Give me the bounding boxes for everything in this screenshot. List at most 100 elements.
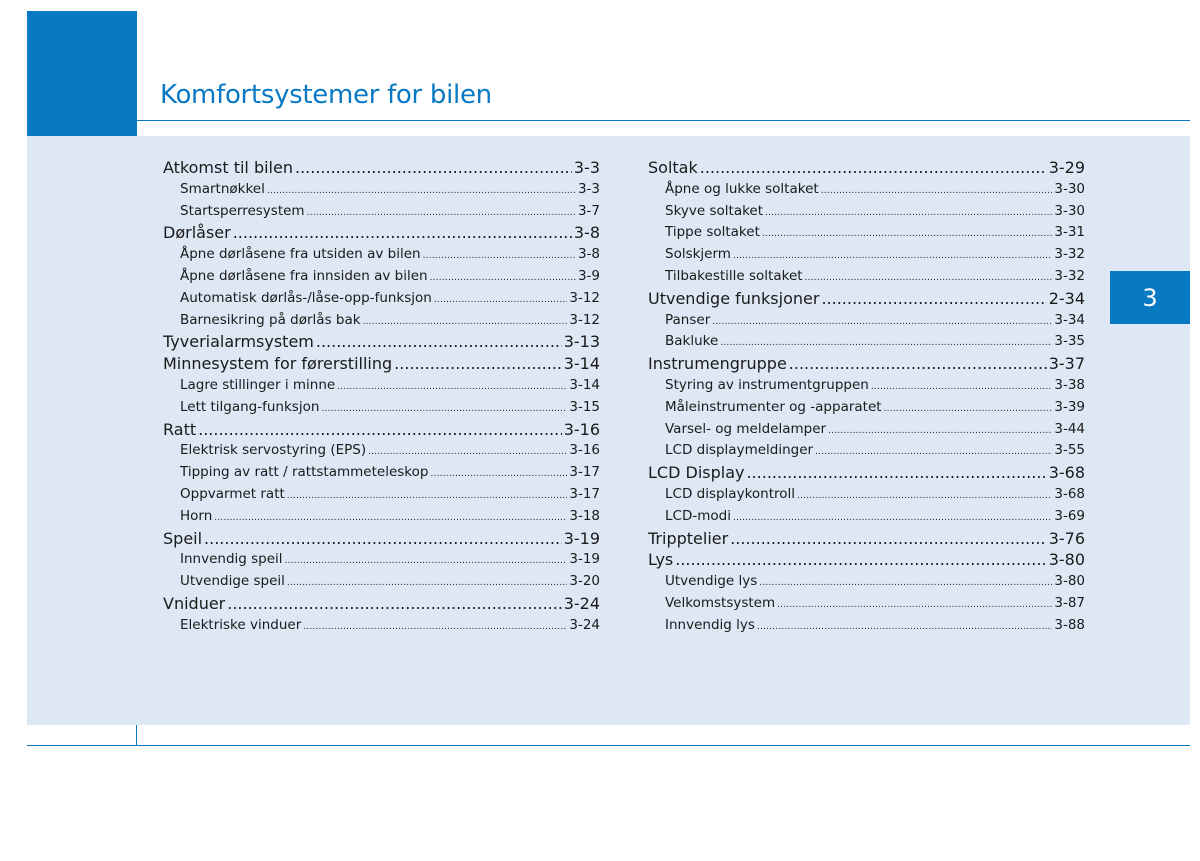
toc-subsection-entry[interactable]: Smartnøkkel 3-3 xyxy=(163,179,600,201)
toc-subsection-entry[interactable]: Tilbakestille soltaket 3-32 xyxy=(648,266,1085,288)
dot-leader xyxy=(303,617,567,637)
toc-entry-label: Måleinstrumenter og -apparatet xyxy=(665,398,882,415)
toc-page-number: 3-17 xyxy=(569,464,600,481)
toc-section-entry[interactable]: Instrumengruppe 3-37 xyxy=(648,353,1085,375)
toc-page-number: 3-80 xyxy=(1054,573,1085,590)
toc-entry-label: Startsperresystem xyxy=(180,202,305,219)
toc-section-entry[interactable]: Ratt 3-16 xyxy=(163,419,600,441)
dot-leader xyxy=(434,290,568,310)
toc-section-entry[interactable]: Minnesystem for førerstilling 3-14 xyxy=(163,353,600,375)
toc-entry-label: Barnesikring på dørlås bak xyxy=(180,311,361,328)
toc-page-number: 3-68 xyxy=(1048,463,1085,483)
dot-leader xyxy=(821,181,1053,201)
toc-entry-label: LCD displaykontroll xyxy=(665,485,796,502)
toc-page-number: 3-80 xyxy=(1048,550,1085,570)
toc-subsection-entry[interactable]: Lagre stillinger i minne 3-14 xyxy=(163,375,600,397)
dot-leader xyxy=(828,421,1052,441)
toc-page-number: 3-8 xyxy=(573,223,600,243)
toc-page-number: 3-39 xyxy=(1054,398,1085,415)
dot-leader xyxy=(871,377,1053,397)
toc-subsection-entry[interactable]: LCD-modi 3-69 xyxy=(648,506,1085,528)
toc-entry-label: Atkomst til bilen xyxy=(163,158,293,177)
toc-section-entry[interactable]: Lys 3-80 xyxy=(648,549,1085,571)
dot-leader xyxy=(757,617,1052,637)
toc-subsection-entry[interactable]: Skyve soltaket 3-30 xyxy=(648,201,1085,223)
toc-section-entry[interactable]: LCD Display 3-68 xyxy=(648,462,1085,484)
toc-subsection-entry[interactable]: Lett tilgang-funksjon 3-15 xyxy=(163,397,600,419)
dot-leader xyxy=(204,528,562,550)
toc-subsection-entry[interactable]: Innvendig lys 3-88 xyxy=(648,615,1085,637)
toc-section-entry[interactable]: Soltak 3-29 xyxy=(648,157,1085,179)
dot-leader xyxy=(759,573,1052,593)
toc-subsection-entry[interactable]: Åpne og lukke soltaket 3-30 xyxy=(648,179,1085,201)
toc-entry-label: LCD displaymeldinger xyxy=(665,442,814,459)
toc-subsection-entry[interactable]: Solskjerm 3-32 xyxy=(648,244,1085,266)
toc-page-number: 3-38 xyxy=(1054,376,1085,393)
toc-subsection-entry[interactable]: Elektriske vinduer 3-24 xyxy=(163,615,600,637)
dot-leader xyxy=(712,312,1052,332)
dot-leader xyxy=(700,157,1047,179)
toc-entry-label: Åpne dørlåsene fra utsiden av bilen xyxy=(180,246,421,263)
toc-entry-label: Solskjerm xyxy=(665,246,731,263)
dot-leader xyxy=(285,551,568,571)
chapter-tab[interactable]: 3 xyxy=(1110,271,1190,324)
toc-entry-label: Oppvarmet ratt xyxy=(180,485,285,502)
toc-entry-label: Tippe soltaket xyxy=(665,224,760,241)
toc-page-number: 3-68 xyxy=(1054,485,1085,502)
toc-entry-label: Elektriske vinduer xyxy=(180,616,302,633)
dot-leader xyxy=(423,246,576,266)
toc-subsection-entry[interactable]: Tipping av ratt / rattstammeteleskop 3-17 xyxy=(163,462,600,484)
toc-entry-label: Minnesystem for førerstilling xyxy=(163,354,393,374)
toc-entry-label: Panser xyxy=(665,311,711,328)
toc-subsection-entry[interactable]: Elektrisk servostyring (EPS) 3-16 xyxy=(163,440,600,462)
toc-subsection-entry[interactable]: Velkomstsystem 3-87 xyxy=(648,593,1085,615)
toc-entry-label: Utvendige funksjoner xyxy=(648,288,820,308)
toc-subsection-entry[interactable]: Innvendig speil 3-19 xyxy=(163,549,600,571)
toc-page-number: 3-32 xyxy=(1054,267,1085,284)
toc-subsection-entry[interactable]: Bakluke 3-35 xyxy=(648,331,1085,353)
toc-subsection-entry[interactable]: Varsel- og meldelamper 3-44 xyxy=(648,419,1085,441)
toc-section-entry[interactable]: Dørlåser 3-8 xyxy=(163,222,600,244)
dot-leader xyxy=(368,442,567,462)
toc-section-entry[interactable]: Tripptelier 3-76 xyxy=(648,528,1085,550)
toc-subsection-entry[interactable]: Oppvarmet ratt 3-17 xyxy=(163,484,600,506)
toc-entry-label: Tipping av ratt / rattstammeteleskop xyxy=(180,464,429,481)
toc-subsection-entry[interactable]: Tippe soltaket 3-31 xyxy=(648,222,1085,244)
toc-subsection-entry[interactable]: Horn 3-18 xyxy=(163,506,600,528)
toc-subsection-entry[interactable]: LCD displaykontroll 3-68 xyxy=(648,484,1085,506)
toc-subsection-entry[interactable]: Utvendige speil 3-20 xyxy=(163,571,600,593)
toc-subsection-entry[interactable]: Panser 3-34 xyxy=(648,310,1085,332)
toc-page-number: 3-69 xyxy=(1054,507,1085,524)
toc-page-number: 3-12 xyxy=(569,311,600,328)
toc-page-number: 3-34 xyxy=(1054,311,1085,328)
toc-section-entry[interactable]: Atkomst til bilen 3-3 xyxy=(163,157,600,179)
toc-page-number: 3-7 xyxy=(577,202,600,219)
toc-subsection-entry[interactable]: Åpne dørlåsene fra utsiden av bilen 3-8 xyxy=(163,244,600,266)
toc-entry-label: Åpne dørlåsene fra innsiden av bilen xyxy=(180,267,428,284)
toc-subsection-entry[interactable]: Måleinstrumenter og -apparatet 3-39 xyxy=(648,397,1085,419)
toc-subsection-entry[interactable]: Åpne dørlåsene fra innsiden av bilen 3-9 xyxy=(163,266,600,288)
dot-leader xyxy=(815,442,1052,462)
toc-subsection-entry[interactable]: Utvendige lys 3-80 xyxy=(648,571,1085,593)
toc-subsection-entry[interactable]: LCD displaymeldinger 3-55 xyxy=(648,440,1085,462)
toc-page-number: 3-44 xyxy=(1054,420,1085,437)
toc-subsection-entry[interactable]: Automatisk dørlås-/låse-opp-funksjon 3-12 xyxy=(163,288,600,310)
toc-page-number: 3-3 xyxy=(573,158,600,177)
toc-subsection-entry[interactable]: Startsperresystem 3-7 xyxy=(163,201,600,223)
toc-page-number: 3-14 xyxy=(563,354,600,374)
toc-entry-label: LCD-modi xyxy=(665,507,731,524)
toc-section-entry[interactable]: Vniduer 3-24 xyxy=(163,593,600,615)
toc-subsection-entry[interactable]: Barnesikring på dørlås bak 3-12 xyxy=(163,310,600,332)
dot-leader xyxy=(821,288,1046,310)
toc-section-entry[interactable]: Tyverialarmsystem 3-13 xyxy=(163,331,600,353)
toc-page-number: 3-24 xyxy=(569,616,600,633)
toc-section-entry[interactable]: Speil 3-19 xyxy=(163,528,600,550)
dot-leader xyxy=(287,573,567,593)
toc-subsection-entry[interactable]: Styring av instrumentgruppen 3-38 xyxy=(648,375,1085,397)
dot-leader xyxy=(720,333,1052,353)
toc-page-number: 3-19 xyxy=(563,528,600,548)
toc-section-entry[interactable]: Utvendige funksjoner 2-34 xyxy=(648,288,1085,310)
dot-leader xyxy=(394,353,562,375)
toc-page-number: 3-29 xyxy=(1048,158,1085,177)
toc-entry-label: Skyve soltaket xyxy=(665,202,764,219)
